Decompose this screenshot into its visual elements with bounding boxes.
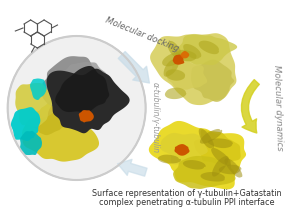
Polygon shape — [166, 69, 185, 81]
Polygon shape — [183, 160, 206, 169]
Text: Molecular dynamics: Molecular dynamics — [272, 65, 284, 151]
Polygon shape — [173, 55, 184, 65]
Polygon shape — [15, 83, 54, 126]
Polygon shape — [167, 61, 207, 90]
Polygon shape — [199, 41, 219, 54]
Polygon shape — [173, 156, 235, 189]
Text: Surface representation of γ-tubulin+Gatastatin: Surface representation of γ-tubulin+Gata… — [92, 189, 282, 197]
Text: complex penetrating α-tubulin PPI interface: complex penetrating α-tubulin PPI interf… — [99, 197, 275, 206]
Polygon shape — [22, 106, 99, 162]
Polygon shape — [175, 144, 190, 156]
FancyArrowPatch shape — [118, 159, 147, 176]
Polygon shape — [34, 100, 67, 135]
Polygon shape — [199, 128, 214, 148]
FancyArrowPatch shape — [118, 52, 149, 83]
Polygon shape — [211, 148, 231, 166]
Polygon shape — [150, 33, 236, 105]
Polygon shape — [181, 51, 189, 58]
Polygon shape — [225, 158, 242, 178]
Polygon shape — [168, 41, 182, 58]
Polygon shape — [79, 110, 94, 122]
Polygon shape — [212, 156, 228, 177]
Polygon shape — [208, 138, 233, 148]
Polygon shape — [219, 165, 241, 174]
Polygon shape — [55, 66, 109, 113]
Polygon shape — [62, 62, 107, 92]
Polygon shape — [42, 56, 101, 106]
Text: α-tubulin/γ-tubulin: α-tubulin/γ-tubulin — [151, 83, 160, 154]
Polygon shape — [165, 88, 186, 99]
Polygon shape — [176, 34, 237, 65]
Polygon shape — [200, 129, 222, 144]
Text: Molecular docking: Molecular docking — [104, 16, 180, 54]
Polygon shape — [200, 172, 225, 181]
Polygon shape — [149, 121, 246, 189]
Polygon shape — [194, 130, 241, 164]
Polygon shape — [158, 155, 181, 164]
Polygon shape — [47, 69, 130, 133]
Polygon shape — [164, 58, 179, 77]
Polygon shape — [175, 50, 197, 61]
Circle shape — [8, 36, 146, 180]
Polygon shape — [20, 131, 42, 155]
FancyArrowPatch shape — [241, 80, 259, 133]
Polygon shape — [191, 60, 234, 102]
Polygon shape — [183, 44, 201, 59]
Polygon shape — [11, 107, 40, 141]
Polygon shape — [30, 79, 46, 100]
Polygon shape — [162, 52, 181, 66]
Polygon shape — [160, 133, 208, 164]
